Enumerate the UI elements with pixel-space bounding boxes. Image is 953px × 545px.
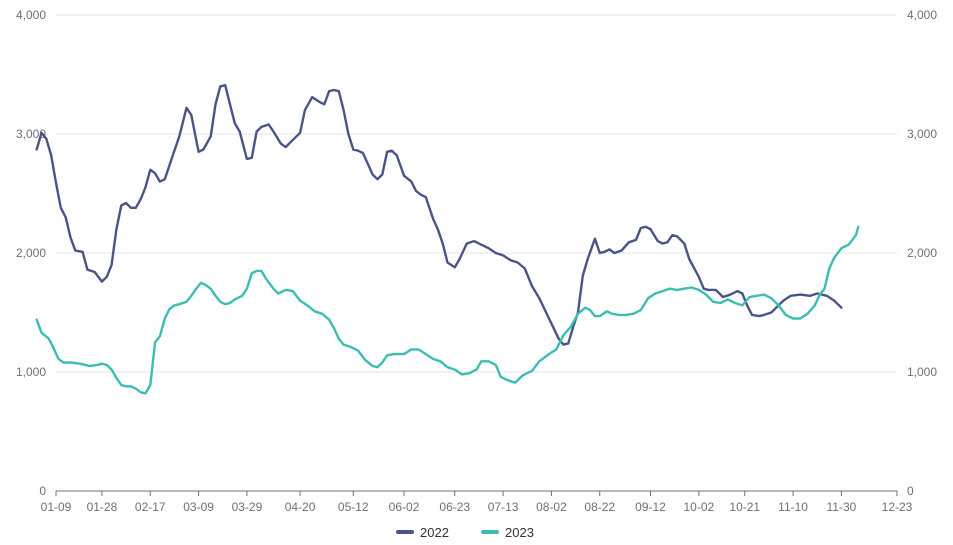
y-tick-label-left: 2,000	[16, 246, 46, 260]
legend-item-2022[interactable]: 2022	[396, 525, 449, 540]
y-axis-right: 0 1,000 2,000 3,000 4,000	[907, 8, 937, 498]
x-tick-label: 08-02	[536, 500, 567, 514]
y-tick-label-right: 4,000	[907, 8, 937, 22]
y-tick-label-right: 3,000	[907, 127, 937, 141]
legend-swatch-2023	[481, 530, 499, 534]
x-tick-label: 04-20	[285, 500, 316, 514]
x-tick-label: 07-13	[488, 500, 519, 514]
series-lines	[35, 84, 860, 395]
y-tick-label-right: 1,000	[907, 365, 937, 379]
x-tick-label: 10-02	[683, 500, 714, 514]
x-tick-label: 10-21	[729, 500, 760, 514]
x-tick-label: 11-30	[827, 500, 857, 514]
legend-label-2022: 2022	[420, 525, 449, 540]
x-tick-label: 06-02	[389, 500, 420, 514]
y-axis-left: 0 1,000 2,000 3,000 4,000	[16, 8, 46, 498]
x-tick-label: 01-28	[87, 500, 118, 514]
x-tick-label: 09-12	[635, 500, 666, 514]
y-tick-label-right: 0	[907, 484, 914, 498]
x-tick-label: 03-29	[232, 500, 263, 514]
x-axis: 01-09 01-28 02-17 03-09 03-29 04-20 05-12 06-02…	[41, 490, 913, 514]
series-line-2022	[35, 84, 843, 346]
x-tick-label: 02-17	[135, 500, 166, 514]
y-tick-label-left: 1,000	[16, 365, 46, 379]
legend-swatch-2022	[396, 530, 414, 534]
legend-item-2023[interactable]: 2023	[481, 525, 534, 540]
x-tick-label: 12-23	[882, 500, 913, 514]
series-line-2023	[35, 225, 860, 395]
y-tick-label-right: 2,000	[907, 246, 937, 260]
x-tick-label: 08-22	[584, 500, 615, 514]
y-tick-label-left: 0	[39, 484, 46, 498]
x-tick-label: 06-23	[439, 500, 470, 514]
x-tick-label: 05-12	[338, 500, 369, 514]
legend-label-2023: 2023	[505, 525, 534, 540]
x-tick-label: 03-09	[183, 500, 214, 514]
x-tick-label: 11-10	[778, 500, 808, 514]
gridlines	[56, 14, 897, 373]
y-tick-label-left: 4,000	[16, 8, 46, 22]
y-tick-label-left: 3,000	[16, 127, 46, 141]
x-tick-label: 01-09	[41, 500, 72, 514]
legend: 2022 2023	[396, 525, 534, 540]
